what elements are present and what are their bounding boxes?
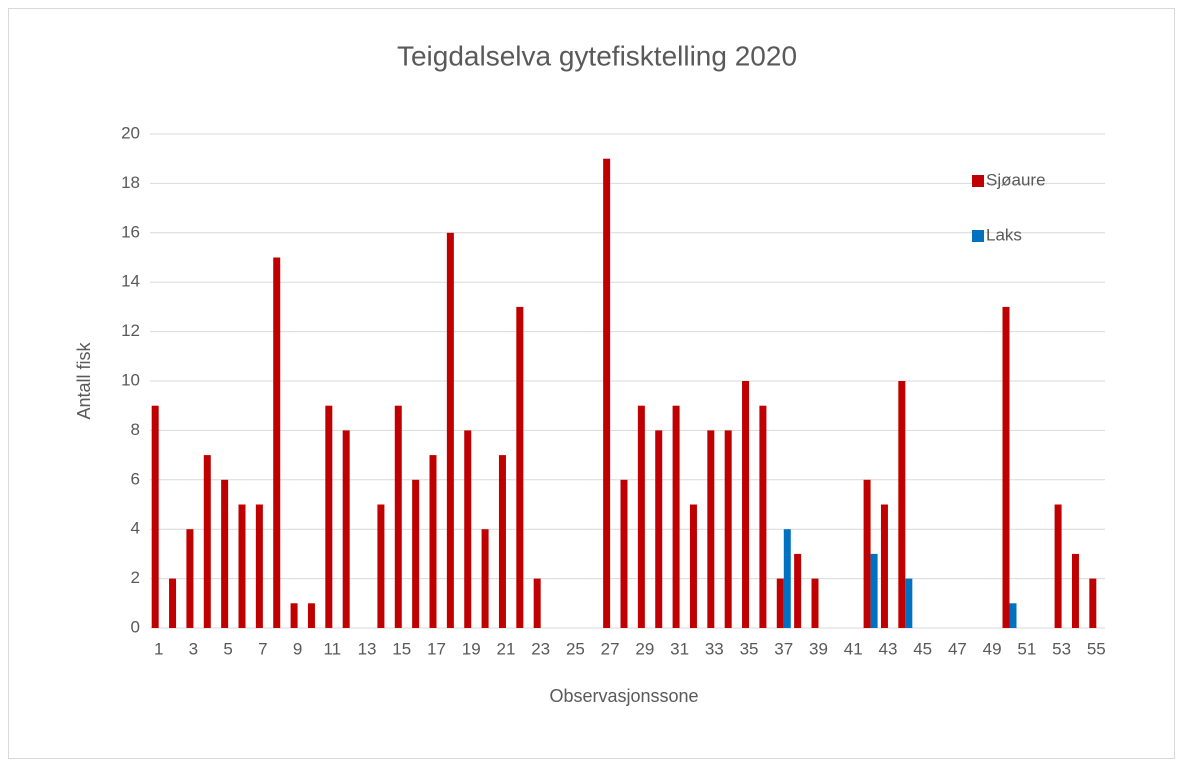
x-tick-label: 21 (496, 639, 515, 658)
bar (1054, 504, 1062, 628)
bar (481, 529, 489, 628)
bar (1089, 578, 1097, 628)
bar (724, 430, 732, 628)
y-tick-label: 6 (131, 469, 140, 488)
bar (783, 529, 791, 628)
bar (464, 430, 472, 628)
x-tick-label: 35 (740, 639, 759, 658)
x-tick-label: 37 (774, 639, 793, 658)
x-tick-label: 11 (323, 639, 341, 658)
bar (498, 455, 506, 628)
bar (655, 430, 663, 628)
x-tick-label: 13 (358, 639, 377, 658)
x-tick-label: 49 (983, 639, 1002, 658)
x-tick-label: 31 (670, 639, 689, 658)
x-tick-label: 41 (844, 639, 863, 658)
bar (742, 381, 750, 628)
bar (776, 578, 784, 628)
legend-swatch (972, 175, 984, 187)
bar (169, 578, 177, 628)
bar (377, 504, 385, 628)
legend-label: Sjøaure (986, 170, 1046, 189)
y-tick-label: 0 (131, 617, 140, 636)
x-tick-label: 5 (223, 639, 232, 658)
x-tick-label: 51 (1017, 639, 1036, 658)
x-tick-label: 1 (154, 639, 163, 658)
y-tick-label: 20 (121, 123, 140, 142)
bar (394, 405, 402, 628)
x-tick-label: 19 (462, 639, 481, 658)
x-tick-label: 23 (531, 639, 550, 658)
y-tick-label: 18 (121, 173, 140, 192)
legend-swatch (972, 230, 984, 242)
bar (429, 455, 437, 628)
y-tick-label: 2 (131, 568, 140, 587)
x-tick-label: 43 (878, 639, 897, 658)
x-tick-label: 39 (809, 639, 828, 658)
x-tick-label: 29 (635, 639, 654, 658)
bar (794, 553, 802, 628)
bar (273, 257, 281, 628)
bar (811, 578, 819, 628)
bar (412, 479, 420, 628)
bar (880, 504, 888, 628)
bar (905, 578, 913, 628)
y-tick-label: 16 (121, 222, 140, 241)
bar (1009, 603, 1017, 628)
bar (898, 381, 906, 628)
x-tick-label: 33 (705, 639, 724, 658)
bar (1002, 306, 1010, 628)
bar (863, 479, 871, 628)
y-tick-label: 4 (131, 519, 140, 538)
bar (325, 405, 333, 628)
chart-title: Teigdalselva gytefisktelling 2020 (397, 40, 797, 71)
bar (637, 405, 645, 628)
bar (603, 158, 611, 628)
x-tick-label: 27 (601, 639, 620, 658)
x-tick-label: 15 (392, 639, 411, 658)
bar (307, 603, 315, 628)
x-tick-label: 53 (1052, 639, 1071, 658)
bar (290, 603, 298, 628)
y-tick-label: 14 (121, 272, 140, 291)
bar (342, 430, 350, 628)
legend-label: Laks (986, 225, 1022, 244)
y-tick-label: 8 (131, 420, 140, 439)
x-tick-label: 55 (1087, 639, 1106, 658)
y-tick-label: 12 (121, 321, 140, 340)
x-tick-label: 17 (427, 639, 446, 658)
x-tick-label: 47 (948, 639, 967, 658)
bar (870, 553, 878, 628)
bar (533, 578, 541, 628)
x-tick-label: 9 (293, 639, 302, 658)
x-tick-label: 7 (258, 639, 267, 658)
bar (151, 405, 159, 628)
bar (238, 504, 246, 628)
bar (620, 479, 628, 628)
y-axis-label: Antall fisk (74, 341, 94, 419)
bar (689, 504, 697, 628)
x-tick-label: 3 (189, 639, 198, 658)
bar (672, 405, 680, 628)
bar (1071, 553, 1079, 628)
bar (221, 479, 229, 628)
x-tick-label: 25 (566, 639, 585, 658)
bar (446, 232, 454, 629)
x-tick-label: 45 (913, 639, 932, 658)
bar (707, 430, 715, 628)
bar (203, 455, 211, 628)
bar (255, 504, 263, 628)
y-tick-label: 10 (121, 370, 140, 389)
x-axis-label: Observasjonssone (549, 686, 698, 706)
bar (186, 529, 194, 628)
bar (516, 306, 524, 628)
bar (759, 405, 767, 628)
